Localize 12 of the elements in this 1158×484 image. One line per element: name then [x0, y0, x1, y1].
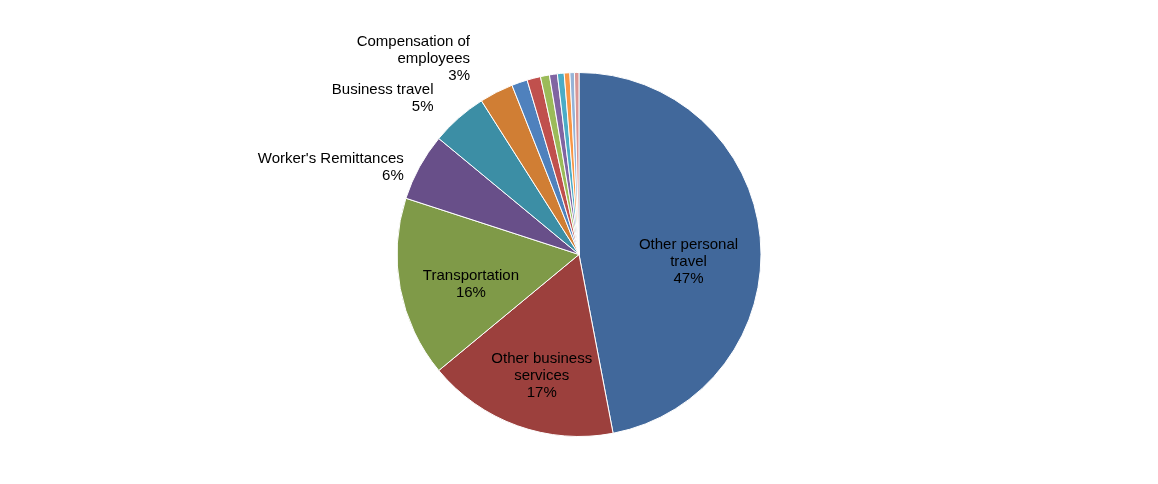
data-label: 6%	[382, 166, 404, 184]
data-label: 17%	[526, 383, 557, 400]
data-label: 16%	[455, 283, 486, 301]
slice-label: Worker's Remittances	[257, 149, 404, 167]
slice-label: Other business services	[491, 349, 593, 383]
slice-label: Compensation of employees	[356, 31, 471, 66]
slice-label: Business travel	[331, 80, 434, 98]
slice-label: Other personal travel	[638, 235, 739, 270]
data-label: 5%	[411, 97, 434, 115]
data-label: 47%	[673, 269, 704, 287]
data-label: 3%	[448, 65, 471, 83]
slice-label: Transportation	[422, 266, 520, 284]
